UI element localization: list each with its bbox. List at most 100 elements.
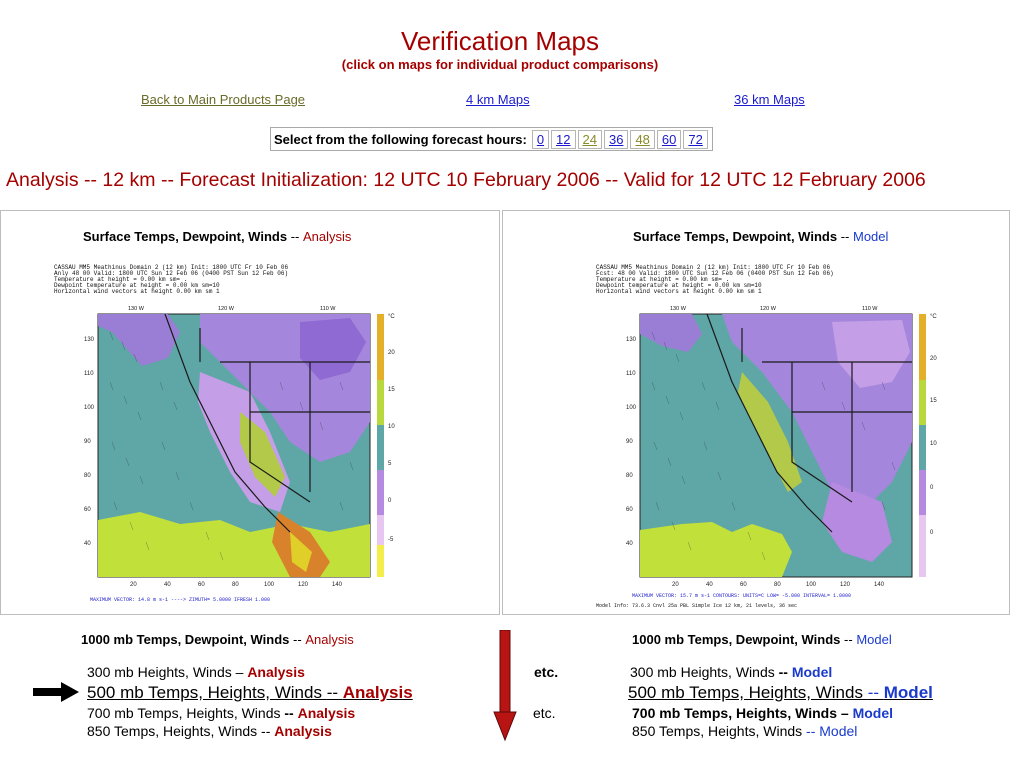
1000mb-analysis-title[interactable]: 1000 mb Temps, Dewpoint, Winds -- Analys… <box>81 632 354 647</box>
forecast-hour-link[interactable]: 72 <box>683 129 708 149</box>
700mb-analysis-label: Analysis <box>297 705 356 721</box>
model-map-header-5: Horizontal wind vectors at height 0.00 k… <box>596 288 762 295</box>
850mb-model-label: Model <box>819 723 858 739</box>
analysis-colorbar-label: 10 <box>388 424 395 430</box>
4km-maps-link[interactable]: 4 km Maps <box>466 92 530 107</box>
etc-label: etc. <box>533 705 556 721</box>
back-to-main-products-link[interactable]: Back to Main Products Page <box>141 92 306 107</box>
forecast-hour-link[interactable]: 48 <box>630 129 655 149</box>
500mb-model-text: 500 mb Temps, Heights, Winds <box>628 683 863 702</box>
analysis-lat-label: 60 <box>84 507 91 513</box>
300mb-model-row[interactable]: 300 mb Heights, Winds -- Model <box>630 664 832 680</box>
300mb-analysis-sep: – <box>235 664 244 680</box>
700mb-model-text: 700 mb Temps, Heights, Winds <box>632 705 837 721</box>
page-title: Verification Maps <box>401 26 599 56</box>
1000mb-model-title-sep: -- <box>844 632 853 647</box>
model-lon-label: 130 W <box>670 306 687 312</box>
surface-model-title-sep: -- <box>840 229 850 244</box>
surface-analysis-title-sep: -- <box>290 229 300 244</box>
model-map-header-2: Fcst: 48 00 Valid: 1800 UTC Sun 12 Feb 0… <box>596 270 834 277</box>
analysis-lon-label: 110 W <box>320 306 336 312</box>
model-purple-southeast <box>822 482 892 562</box>
500mb-model-sep: -- <box>867 683 880 702</box>
analysis-lat-label: 40 <box>84 541 91 547</box>
700mb-analysis-row[interactable]: 700 mb Temps, Heights, Winds -- Analysis <box>87 705 355 721</box>
analysis-x-label: 120 <box>298 582 309 588</box>
model-x-label: 40 <box>706 582 713 588</box>
850mb-model-row[interactable]: 850 Temps, Heights, Winds -- Model <box>632 723 857 739</box>
model-colorbar-seg <box>919 515 926 577</box>
analysis-map-header-5: Horizontal wind vectors at height 0.00 k… <box>54 288 220 295</box>
500mb-analysis-text: 500 mb Temps, Heights, Winds <box>87 683 322 702</box>
analysis-map-header-1: CASSAU MM5 Meathinus Domain 2 (12 km) In… <box>54 264 288 271</box>
model-lon-label: 110 W <box>862 306 878 312</box>
down-arrow-icon <box>493 630 517 742</box>
500mb-model-label: Model <box>883 683 933 702</box>
model-lat-label: 130 <box>626 337 637 343</box>
model-x-label: 100 <box>806 582 817 588</box>
500mb-model-row[interactable]: 500 mb Temps, Heights, Winds -- Model <box>628 683 933 703</box>
model-colorbar-seg <box>919 470 926 515</box>
model-lat-label: 60 <box>626 507 633 513</box>
1000mb-analysis-title-label: Analysis <box>305 632 354 647</box>
forecast-hours-label: Select from the following forecast hours… <box>274 131 527 147</box>
model-colorbar-label: 15 <box>930 398 937 404</box>
model-colorbar-label: 10 <box>930 441 937 447</box>
analysis-map-header-2: Anly 48 00 Valid: 1800 UTC Sun 12 Feb 06… <box>54 270 288 277</box>
model-colorbar-label: 0 <box>930 530 934 536</box>
analysis-map-footer: MAXIMUM VECTOR: 14.8 m s-1 ----> ZIMUTH=… <box>90 597 270 603</box>
analysis-lat-label: 130 <box>84 337 95 343</box>
850mb-analysis-label: Analysis <box>274 723 332 739</box>
model-x-label: 140 <box>874 582 885 588</box>
analysis-colorbar-label: 20 <box>388 350 395 356</box>
300mb-analysis-row[interactable]: 300 mb Heights, Winds – Analysis <box>87 664 305 680</box>
surface-model-map[interactable]: CASSAU MM5 Meathinus Domain 2 (12 km) In… <box>592 262 952 614</box>
model-panel-frame <box>502 210 1010 615</box>
analysis-colorbar-seg <box>377 380 384 425</box>
model-map-footer-2: Model Info: 73.6.3 Cnvl 25a PBL Simple I… <box>596 603 797 609</box>
model-map-header-1: CASSAU MM5 Meathinus Domain 2 (12 km) In… <box>596 264 830 271</box>
300mb-analysis-label: Analysis <box>247 664 305 680</box>
model-x-label: 60 <box>740 582 747 588</box>
surface-analysis-map[interactable]: CASSAU MM5 Meathinus Domain 2 (12 km) In… <box>50 262 410 614</box>
forecast-hours-selector: Select from the following forecast hours… <box>270 127 713 151</box>
analysis-x-label: 40 <box>164 582 171 588</box>
analysis-map-header-4: Dewpoint temperature at height = 0.00 km… <box>54 282 220 289</box>
700mb-model-sep: – <box>840 705 849 721</box>
1000mb-model-title-label: Model <box>856 632 892 647</box>
forecast-hour-link[interactable]: 24 <box>577 129 602 149</box>
1000mb-model-title[interactable]: 1000 mb Temps, Dewpoint, Winds -- Model <box>632 632 892 647</box>
analysis-colorbar-label: 5 <box>388 461 392 467</box>
500mb-analysis-row[interactable]: 500 mb Temps, Heights, Winds -- Analysis <box>87 683 413 703</box>
analysis-panel-frame <box>0 210 500 615</box>
analysis-lat-label: 80 <box>84 473 91 479</box>
model-green-south <box>640 522 792 577</box>
model-colorbar-seg <box>919 314 926 380</box>
surface-model-title-label: Model <box>852 229 889 244</box>
model-border <box>791 362 853 503</box>
1000mb-model-title-text: 1000 mb Temps, Dewpoint, Winds <box>632 632 841 647</box>
850mb-model-text: 850 Temps, Heights, Winds <box>632 723 803 739</box>
analysis-yellow-region <box>290 532 312 572</box>
surface-analysis-title-text: Surface Temps, Dewpoint, Winds <box>83 229 288 244</box>
forecast-hour-link[interactable]: 60 <box>656 129 682 149</box>
etc-label: etc. <box>534 664 559 680</box>
model-lat-label: 110 <box>626 371 636 377</box>
850mb-analysis-row[interactable]: 850 Temps, Heights, Winds -- Analysis <box>87 723 332 739</box>
700mb-analysis-text: 700 mb Temps, Heights, Winds <box>87 705 281 721</box>
analysis-colorbar-seg <box>377 314 384 380</box>
model-x-label: 20 <box>672 582 679 588</box>
forecast-hour-link[interactable]: 36 <box>603 129 629 149</box>
model-coastline <box>706 313 833 533</box>
model-lat-label: 40 <box>626 541 633 547</box>
forecast-hour-link[interactable]: 0 <box>531 129 550 149</box>
700mb-model-row[interactable]: 700 mb Temps, Heights, Winds – Model <box>632 705 893 721</box>
analysis-border <box>249 362 311 503</box>
model-colorbar-seg <box>919 380 926 425</box>
analysis-colorbar-seg <box>377 470 384 515</box>
model-colorbar-label: 0 <box>930 485 934 491</box>
36km-maps-link[interactable]: 36 km Maps <box>734 92 805 107</box>
forecast-hour-link[interactable]: 12 <box>551 129 576 149</box>
model-lat-label: 80 <box>626 473 633 479</box>
model-map-footer: MAXIMUM VECTOR: 15.7 m s-1 CONTOURS: UNI… <box>632 593 851 599</box>
